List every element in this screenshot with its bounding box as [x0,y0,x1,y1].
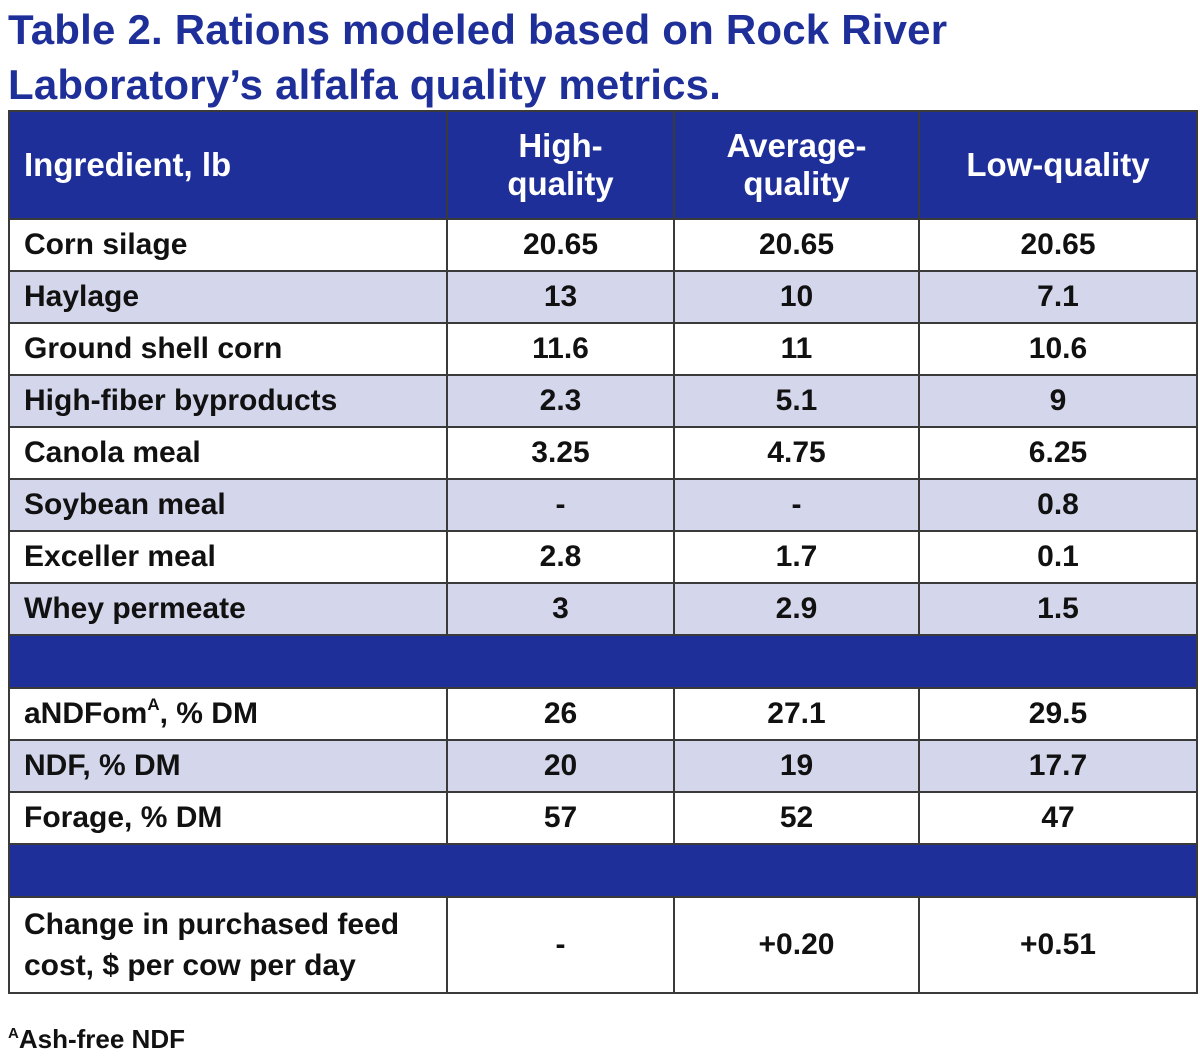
cell-average-quality: 2.9 [673,582,920,636]
cell-average-quality: 19 [673,739,920,793]
row-label: Forage, % DM [8,791,448,845]
cell-high-quality: 2.8 [446,530,675,584]
row-label: NDF, % DM [8,739,448,793]
cell-average-quality: +0.20 [673,896,920,994]
row-label: High-fiber byproducts [8,374,448,428]
table-row-canola-meal: Canola meal 3.25 4.75 6.25 [8,426,1198,480]
cell-high-quality: 57 [446,791,675,845]
header-high-quality: High- quality [446,110,675,220]
cell-average-quality: 27.1 [673,687,920,741]
cell-high-quality: 26 [446,687,675,741]
table-row-corn-silage: Corn silage 20.65 20.65 20.65 [8,218,1198,272]
table-row-feed-cost: Change in purchased feed cost, $ per cow… [8,896,1198,994]
section-divider-bar [8,634,1198,689]
header-row: Ingredient, lb High- quality Average- qu… [8,110,1198,220]
table-title-line-2: Laboratory’s alfalfa quality metrics. [8,61,722,108]
row-label: Change in purchased feed cost, $ per cow… [8,896,448,994]
cell-low-quality: 17.7 [918,739,1198,793]
row-label: Corn silage [8,218,448,272]
footnote-text: Ash-free NDF [18,1024,185,1054]
footnote: AAsh-free NDF [8,1023,185,1055]
cell-average-quality: 52 [673,791,920,845]
header-ingredient: Ingredient, lb [8,110,448,220]
cell-average-quality: 5.1 [673,374,920,428]
andfom-label-unit: , % DM [159,697,258,730]
cell-low-quality: 47 [918,791,1198,845]
table-title: Table 2. Rations modeled based on Rock R… [8,2,1188,112]
table-row-forage: Forage, % DM 57 52 47 [8,791,1198,845]
cell-average-quality: 11 [673,322,920,376]
table-row-haylage: Haylage 13 10 7.1 [8,270,1198,324]
cell-low-quality: 20.65 [918,218,1198,272]
cell-high-quality: 11.6 [446,322,675,376]
cell-high-quality: 13 [446,270,675,324]
row-label: Ground shell corn [8,322,448,376]
cell-low-quality: 6.25 [918,426,1198,480]
header-low-quality: Low-quality [918,110,1198,220]
header-average-quality-line-1: Average- [726,127,867,164]
cell-average-quality: 4.75 [673,426,920,480]
cell-high-quality: 2.3 [446,374,675,428]
cell-low-quality: 0.8 [918,478,1198,532]
table-row-ndf: NDF, % DM 20 19 17.7 [8,739,1198,793]
table-row-andfom: aNDFomA, % DM 26 27.1 29.5 [8,687,1198,741]
table-row-whey-permeate: Whey permeate 3 2.9 1.5 [8,582,1198,636]
cell-low-quality: 0.1 [918,530,1198,584]
header-high-quality-line-1: High- [518,127,603,164]
section-divider [8,843,1198,898]
ration-table: Ingredient, lb High- quality Average- qu… [8,110,1198,994]
cell-low-quality: +0.51 [918,896,1198,994]
row-label: Whey permeate [8,582,448,636]
header-average-quality: Average- quality [673,110,920,220]
row-label: Exceller meal [8,530,448,584]
feed-cost-label-line-2: cost, $ per cow per day [24,949,356,982]
andfom-label-main: aNDFom [24,697,148,730]
section-divider [8,634,1198,689]
cell-average-quality: 10 [673,270,920,324]
table-row-soybean-meal: Soybean meal - - 0.8 [8,478,1198,532]
cell-low-quality: 1.5 [918,582,1198,636]
cell-high-quality: 3 [446,582,675,636]
table-row-ground-shell-corn: Ground shell corn 11.6 11 10.6 [8,322,1198,376]
cell-average-quality: 20.65 [673,218,920,272]
cell-high-quality: - [446,896,675,994]
cell-low-quality: 9 [918,374,1198,428]
row-label: Canola meal [8,426,448,480]
section-divider-bar [8,843,1198,898]
header-high-quality-line-2: quality [507,165,614,202]
cell-average-quality: 1.7 [673,530,920,584]
row-label: Soybean meal [8,478,448,532]
cell-low-quality: 7.1 [918,270,1198,324]
header-average-quality-line-2: quality [743,165,850,202]
cell-average-quality: - [673,478,920,532]
cell-low-quality: 10.6 [918,322,1198,376]
table-title-line-1: Table 2. Rations modeled based on Rock R… [8,6,948,53]
cell-high-quality: 3.25 [446,426,675,480]
cell-high-quality: 20 [446,739,675,793]
feed-cost-label-line-1: Change in purchased feed [24,908,400,941]
table-row-high-fiber-byproducts: High-fiber byproducts 2.3 5.1 9 [8,374,1198,428]
cell-low-quality: 29.5 [918,687,1198,741]
cell-high-quality: 20.65 [446,218,675,272]
cell-high-quality: - [446,478,675,532]
table-row-exceller-meal: Exceller meal 2.8 1.7 0.1 [8,530,1198,584]
footnote-marker: A [147,695,160,714]
row-label: Haylage [8,270,448,324]
footnote-marker: A [8,1025,19,1042]
row-label: aNDFomA, % DM [8,687,448,741]
